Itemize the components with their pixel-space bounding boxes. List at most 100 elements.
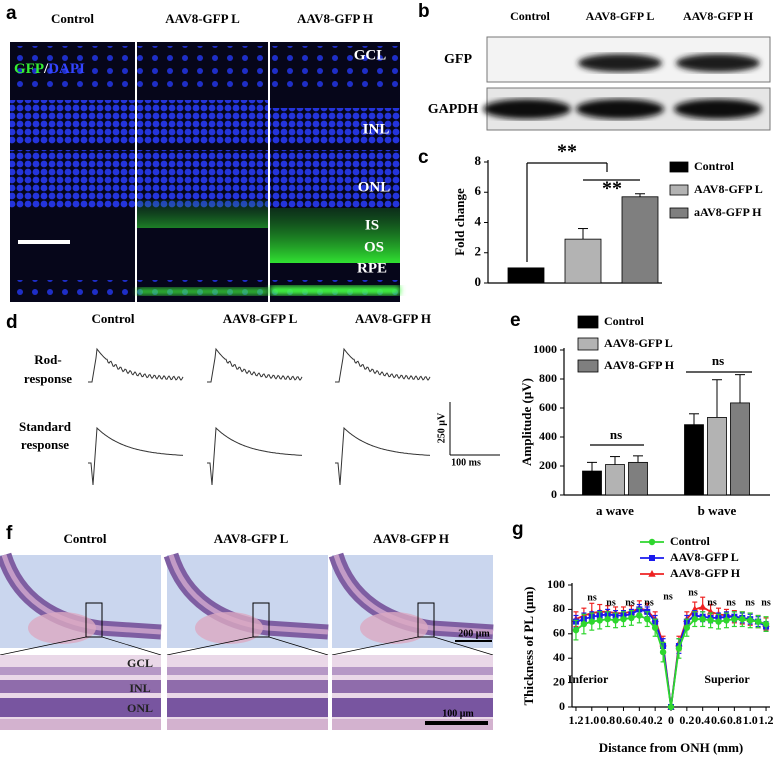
marker — [667, 703, 675, 711]
column-label: AAV8-GFP H — [355, 311, 431, 326]
x-tick-label: 0.4 — [695, 713, 710, 727]
x-tick-label: 1.0 — [584, 713, 599, 727]
marker — [754, 618, 762, 625]
annotation: ns — [625, 597, 635, 608]
panel-label: b — [418, 1, 430, 22]
marker — [649, 555, 655, 561]
annotation: ns — [745, 597, 755, 608]
scale-bar — [425, 721, 488, 725]
legend-label: Control — [604, 314, 644, 328]
optic-nerve — [360, 612, 428, 644]
onl-nuclei — [137, 150, 268, 208]
legend-label: AAV8-GFP L — [670, 550, 739, 564]
inl-nuclei — [10, 100, 135, 144]
panel-label: c — [418, 147, 429, 168]
blot-band — [578, 54, 662, 72]
y-axis-label: Amplitude (μV) — [519, 378, 534, 466]
erg-trace — [207, 426, 303, 486]
y-tick-label: 40 — [553, 650, 565, 664]
gcl-nuclei — [10, 46, 135, 88]
column-label: Control — [51, 11, 94, 26]
erg-trace — [207, 347, 303, 383]
stain-label: GFP/DAPI — [14, 61, 85, 77]
annotation: ns — [688, 587, 698, 598]
x-tick-label: 0.6 — [616, 713, 631, 727]
y-tick-label: 8 — [475, 153, 482, 168]
marker — [699, 615, 706, 623]
bar — [628, 461, 648, 496]
y-tick-label: 2 — [475, 244, 482, 259]
significance-label: ** — [602, 178, 622, 200]
gfp-signal — [270, 208, 400, 263]
series-line — [575, 614, 767, 708]
legend-label: AAV8-GFP H — [670, 566, 741, 580]
y-tick-label: 0 — [551, 487, 557, 501]
layer-label: IS — [365, 217, 379, 233]
x-tick-label: 0.2 — [679, 713, 694, 727]
rpe-nuclei — [10, 280, 135, 298]
x-axis-label: Distance from ONH (mm) — [599, 740, 744, 755]
y-tick-label: 4 — [475, 213, 482, 228]
x-tick-label: 0 — [668, 713, 674, 727]
annotation: Inferior — [568, 672, 609, 686]
layer-label: RPE — [357, 260, 387, 276]
zoom-box — [252, 602, 270, 638]
bar — [707, 417, 727, 496]
zoom-line — [101, 636, 162, 656]
series-line — [575, 608, 767, 708]
zoom-box — [417, 602, 435, 638]
marker — [739, 615, 746, 623]
marker — [572, 626, 580, 634]
erg-trace — [335, 347, 431, 383]
series-line — [575, 606, 767, 708]
gcl-nuclei — [137, 46, 268, 88]
layer-label: OS — [364, 239, 384, 255]
annotation: ns — [606, 597, 616, 608]
legend-label: Control — [670, 534, 710, 548]
erg-trace — [335, 426, 431, 486]
zoom-line — [433, 636, 494, 656]
column-label: AAV8-GFP H — [683, 9, 754, 23]
x-tick-label: a wave — [596, 503, 634, 518]
x-tick-label: 0.8 — [727, 713, 742, 727]
column-label: Control — [63, 531, 106, 546]
y-tick-label: 60 — [553, 626, 565, 640]
erg-trace — [88, 347, 184, 383]
layer-label: INL — [129, 681, 150, 695]
marker — [648, 570, 656, 577]
annotation: ns — [644, 597, 654, 608]
panel-label: e — [510, 310, 521, 331]
y-tick-label: 0 — [559, 699, 565, 713]
layer-label: ONL — [358, 179, 391, 195]
marker — [747, 617, 754, 624]
blot-band — [674, 99, 762, 119]
row-label: response — [24, 371, 72, 386]
marker — [620, 615, 627, 623]
rpe-layer — [167, 719, 328, 730]
marker — [588, 618, 595, 625]
gfp-rpe — [137, 288, 268, 295]
y-tick-label: 400 — [539, 429, 557, 443]
legend-label: aAV8-GFP H — [694, 205, 762, 219]
legend-label: AAV8-GFP L — [694, 182, 763, 196]
column-label: AAV8-GFP H — [297, 11, 373, 26]
layer-label: GCL — [127, 656, 153, 670]
erg-trace — [88, 426, 184, 486]
inl-layer — [167, 680, 328, 693]
significance-label: ns — [712, 353, 724, 368]
x-tick-label: b wave — [698, 503, 737, 518]
bar — [582, 470, 602, 496]
legend-swatch — [669, 184, 689, 196]
stain-part: DAPI — [48, 61, 85, 77]
gcl-nuclei — [270, 46, 400, 88]
panel-label: a — [6, 3, 17, 24]
optic-nerve — [28, 612, 96, 644]
column-label: AAV8-GFP H — [373, 531, 449, 546]
bar — [730, 402, 750, 496]
scale-bar — [18, 240, 70, 244]
column-label: Control — [91, 311, 134, 326]
marker — [691, 615, 698, 623]
annotation: ns — [761, 597, 771, 608]
inl-nuclei — [137, 100, 268, 144]
inl-layer — [0, 680, 161, 693]
